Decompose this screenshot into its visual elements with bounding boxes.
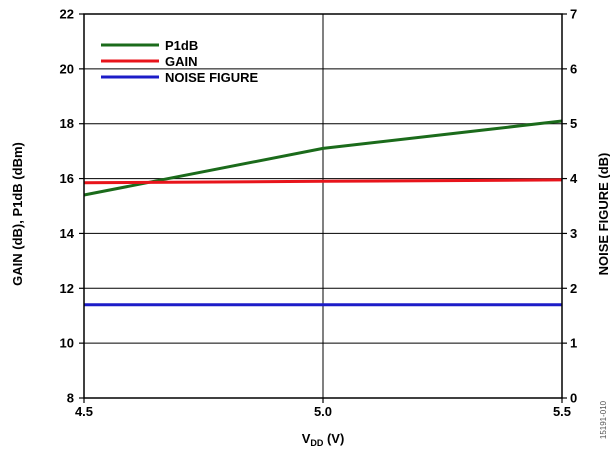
y-tick-label: 16 [60,171,74,186]
y-tick-label: 20 [60,61,74,76]
y-axis-title-right: NOISE FIGURE (dB) [596,153,610,276]
legend-label-noise-figure: NOISE FIGURE [165,70,259,85]
x-tick-label: 4.5 [75,404,93,419]
figure-id-watermark: 15191-010 [599,400,608,439]
y2-tick-label: 2 [570,281,577,296]
y-tick-label: 8 [67,391,74,406]
x-tick-label: 5.5 [553,404,571,419]
y-tick-label: 10 [60,336,74,351]
y2-tick-label: 5 [570,116,577,131]
y2-tick-label: 4 [570,171,578,186]
series-line-p1db [83,119,563,197]
y2-tick-label: 1 [570,336,577,351]
legend-label-gain: GAIN [165,54,198,69]
y-tick-label: 22 [60,7,74,22]
y2-tick-label: 6 [570,61,577,76]
y-tick-label: 12 [60,281,74,296]
y-tick-label: 18 [60,116,74,131]
y-tick-label: 14 [60,226,75,241]
x-axis-title: VDD (V) [302,431,345,448]
y2-tick-label: 7 [570,7,577,22]
x-tick-label: 5.0 [314,404,332,419]
series-line-gain [83,178,563,185]
y2-tick-label: 0 [570,391,577,406]
y-axis-title-left: GAIN (dB), P1dB (dBm) [10,142,25,286]
series-lines [83,119,563,307]
legend-label-p1db: P1dB [165,38,198,53]
y2-tick-label: 3 [570,226,577,241]
grid-lines [84,14,562,398]
